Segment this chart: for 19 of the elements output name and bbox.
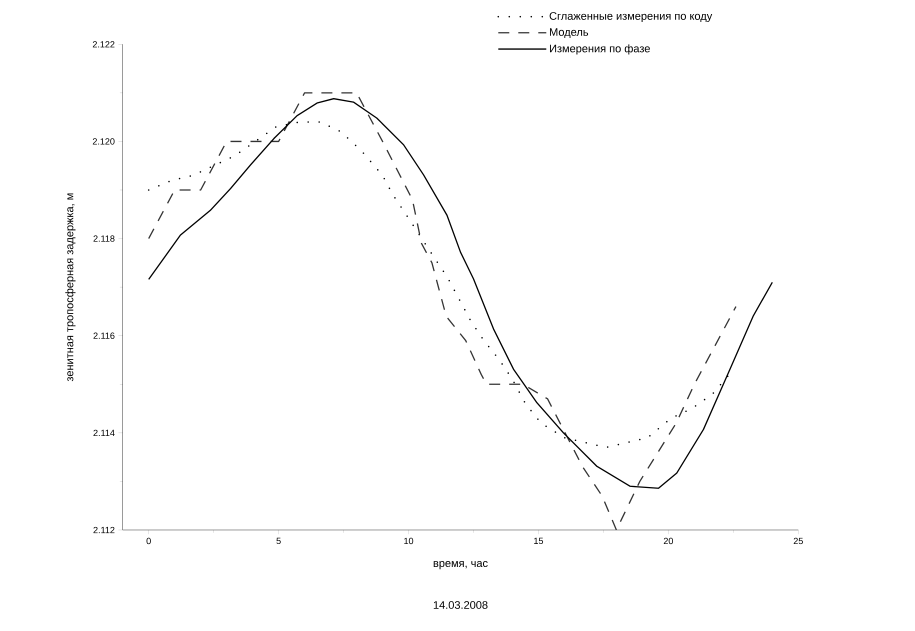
text: 14.03.2008 xyxy=(434,601,488,609)
y-tick-label: 2.122 xyxy=(92,41,114,48)
x-tick-label: 10 xyxy=(404,538,414,544)
x-tick-label: 15 xyxy=(534,538,544,544)
y-tick-label: 2.112 xyxy=(94,526,114,534)
legend-label: Измерения по фазе xyxy=(550,44,650,55)
x-axis-title: время, час xyxy=(434,561,488,570)
x-tick-label: 5 xyxy=(276,538,281,544)
line-series xyxy=(148,98,773,489)
y-tick-label: 2.120 xyxy=(92,138,115,145)
legend-label: Сглаженные измерения по коду xyxy=(550,12,712,22)
y-tick-label: 2.116 xyxy=(94,332,115,339)
y-tick-label: 2.118 xyxy=(94,235,115,242)
x-tick-label: 0 xyxy=(146,538,151,544)
x-tick-label: 25 xyxy=(794,538,803,544)
y-tick-label: 2.114 xyxy=(94,430,115,436)
x-tick-label: 20 xyxy=(664,538,674,544)
legend-label: Модель xyxy=(550,28,588,38)
y-axis-title: зенитная тропосферная задержка, м xyxy=(65,193,76,382)
